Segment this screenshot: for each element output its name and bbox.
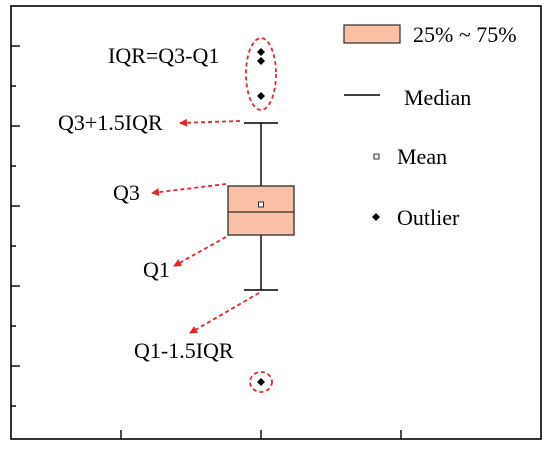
legend-outlier-swatch [372, 213, 380, 221]
iqr-box [227, 185, 295, 236]
plot-frame [10, 5, 542, 440]
outlier-point [257, 92, 265, 100]
legend-median-label: Median [404, 85, 471, 110]
x-axis-ticks [120, 430, 402, 439]
upper-outliers-highlight [245, 37, 277, 111]
label-lower-fence: Q1-1.5IQR [134, 338, 234, 363]
label-q3: Q3 [113, 180, 140, 205]
y-axis-ticks [11, 45, 20, 407]
arrow-q1 [173, 236, 227, 267]
annotation-labels: IQR=Q3-Q1 Q3+1.5IQR Q3 Q1 Q1-1.5IQR [58, 43, 234, 363]
whiskers [244, 122, 278, 291]
legend-mean-label: Mean [397, 144, 447, 169]
legend: 25% ~ 75% Median Mean Outlier [343, 22, 517, 230]
legend-box-label: 25% ~ 75% [413, 22, 517, 47]
legend-box-swatch [343, 24, 401, 44]
outlier-point [257, 57, 265, 65]
legend-outlier-label: Outlier [397, 205, 460, 230]
arrow-lower-fence [189, 292, 260, 334]
label-q1: Q1 [143, 257, 170, 282]
lower-outlier-highlight [249, 371, 273, 393]
mean-marker [258, 201, 264, 208]
label-iqr: IQR=Q3-Q1 [108, 43, 219, 68]
annotation-arrows [151, 118, 260, 334]
arrow-upper-fence [179, 118, 241, 127]
upper-outliers [257, 48, 265, 100]
label-upper-fence: Q3+1.5IQR [58, 110, 163, 135]
outlier-point [257, 48, 265, 56]
legend-mean-swatch [373, 153, 380, 160]
arrow-q3 [151, 183, 227, 197]
outlier-point [257, 378, 265, 386]
